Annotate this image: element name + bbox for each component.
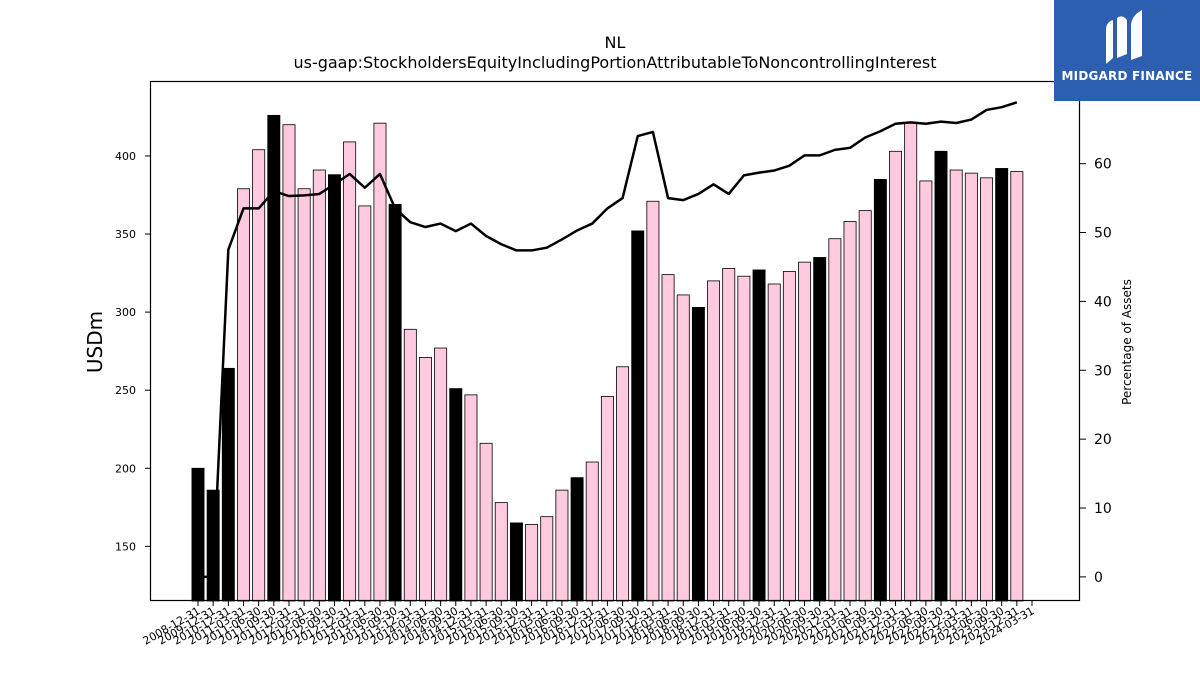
bar <box>267 114 281 602</box>
y-tick-label: 200 <box>115 462 136 475</box>
bar <box>509 522 523 602</box>
bar <box>555 489 569 602</box>
bar <box>418 356 432 602</box>
bar <box>873 178 887 602</box>
bar <box>1010 171 1024 602</box>
midgard-m-icon <box>1106 10 1142 64</box>
brand-name: MIDGARD FINANCE <box>1061 69 1193 83</box>
bar <box>676 294 690 602</box>
bar <box>434 347 448 602</box>
bar <box>191 467 205 602</box>
bar <box>373 122 387 602</box>
bar <box>919 180 933 602</box>
bar <box>798 261 812 602</box>
bar <box>403 328 417 602</box>
y2-tick-label: 60 <box>1094 157 1112 173</box>
chart-title: NL <box>605 33 626 52</box>
bar <box>661 274 675 602</box>
bar <box>237 188 250 602</box>
y2-tick-label: 20 <box>1094 432 1112 448</box>
bar <box>889 150 902 602</box>
bar <box>616 366 630 602</box>
y-tick-label: 300 <box>115 306 136 319</box>
bar <box>980 177 993 602</box>
y-tick-label: 250 <box>115 384 136 397</box>
bar-series <box>191 114 1024 602</box>
percentage-of-assets-line <box>198 101 1018 579</box>
y-tick-label: 150 <box>115 540 136 553</box>
bar <box>252 149 266 602</box>
bar <box>494 502 508 602</box>
bar <box>707 280 721 602</box>
y2-axis-label: Percentage of Assets <box>1120 279 1134 405</box>
y-tick-label: 400 <box>115 150 136 163</box>
bar <box>297 188 311 602</box>
bar <box>934 150 948 602</box>
bar <box>358 205 372 602</box>
y2-tick-label: 50 <box>1094 226 1112 242</box>
bar <box>540 516 554 602</box>
x-axis-ticks: 2008-12-312009-12-312010-12-312011-03-31… <box>141 601 1037 648</box>
y2-tick-label: 30 <box>1094 363 1112 379</box>
bar <box>828 238 842 602</box>
bar <box>388 203 402 602</box>
bar <box>858 210 872 602</box>
bar <box>904 122 918 602</box>
y2-tick-label: 40 <box>1094 294 1112 310</box>
bar <box>631 230 645 602</box>
bar <box>691 307 705 602</box>
bar <box>949 169 963 602</box>
bar <box>600 396 614 602</box>
bar <box>752 269 766 602</box>
brand-logo: MIDGARD FINANCE <box>1054 0 1200 101</box>
bar <box>449 388 463 602</box>
chart-subtitle: us-gaap:StockholdersEquityIncludingPorti… <box>293 53 936 72</box>
bar <box>479 442 493 602</box>
bar <box>328 174 341 602</box>
right-axis-ticks: 0 10 20 30 40 50 60 <box>1080 157 1112 586</box>
bar <box>585 461 599 602</box>
bar <box>964 172 978 602</box>
bar <box>570 477 584 602</box>
plot-frame <box>149 80 1081 602</box>
y-axis-label: USDm <box>83 311 107 373</box>
bar <box>843 221 857 602</box>
bar <box>737 275 751 602</box>
bar <box>813 257 827 602</box>
bar <box>995 168 1009 602</box>
bar <box>646 200 660 602</box>
y-tick-label: 350 <box>115 228 136 241</box>
bar <box>343 141 357 602</box>
y2-tick-label: 0 <box>1094 570 1103 586</box>
bar <box>312 169 326 602</box>
bar <box>464 394 478 602</box>
y2-tick-label: 10 <box>1094 501 1112 517</box>
left-axis-ticks: 150 200 250 300 350 400 <box>115 150 150 553</box>
bar <box>525 524 539 602</box>
bar <box>722 267 736 602</box>
bar <box>767 283 781 602</box>
bar <box>782 271 796 602</box>
bar <box>221 367 235 602</box>
